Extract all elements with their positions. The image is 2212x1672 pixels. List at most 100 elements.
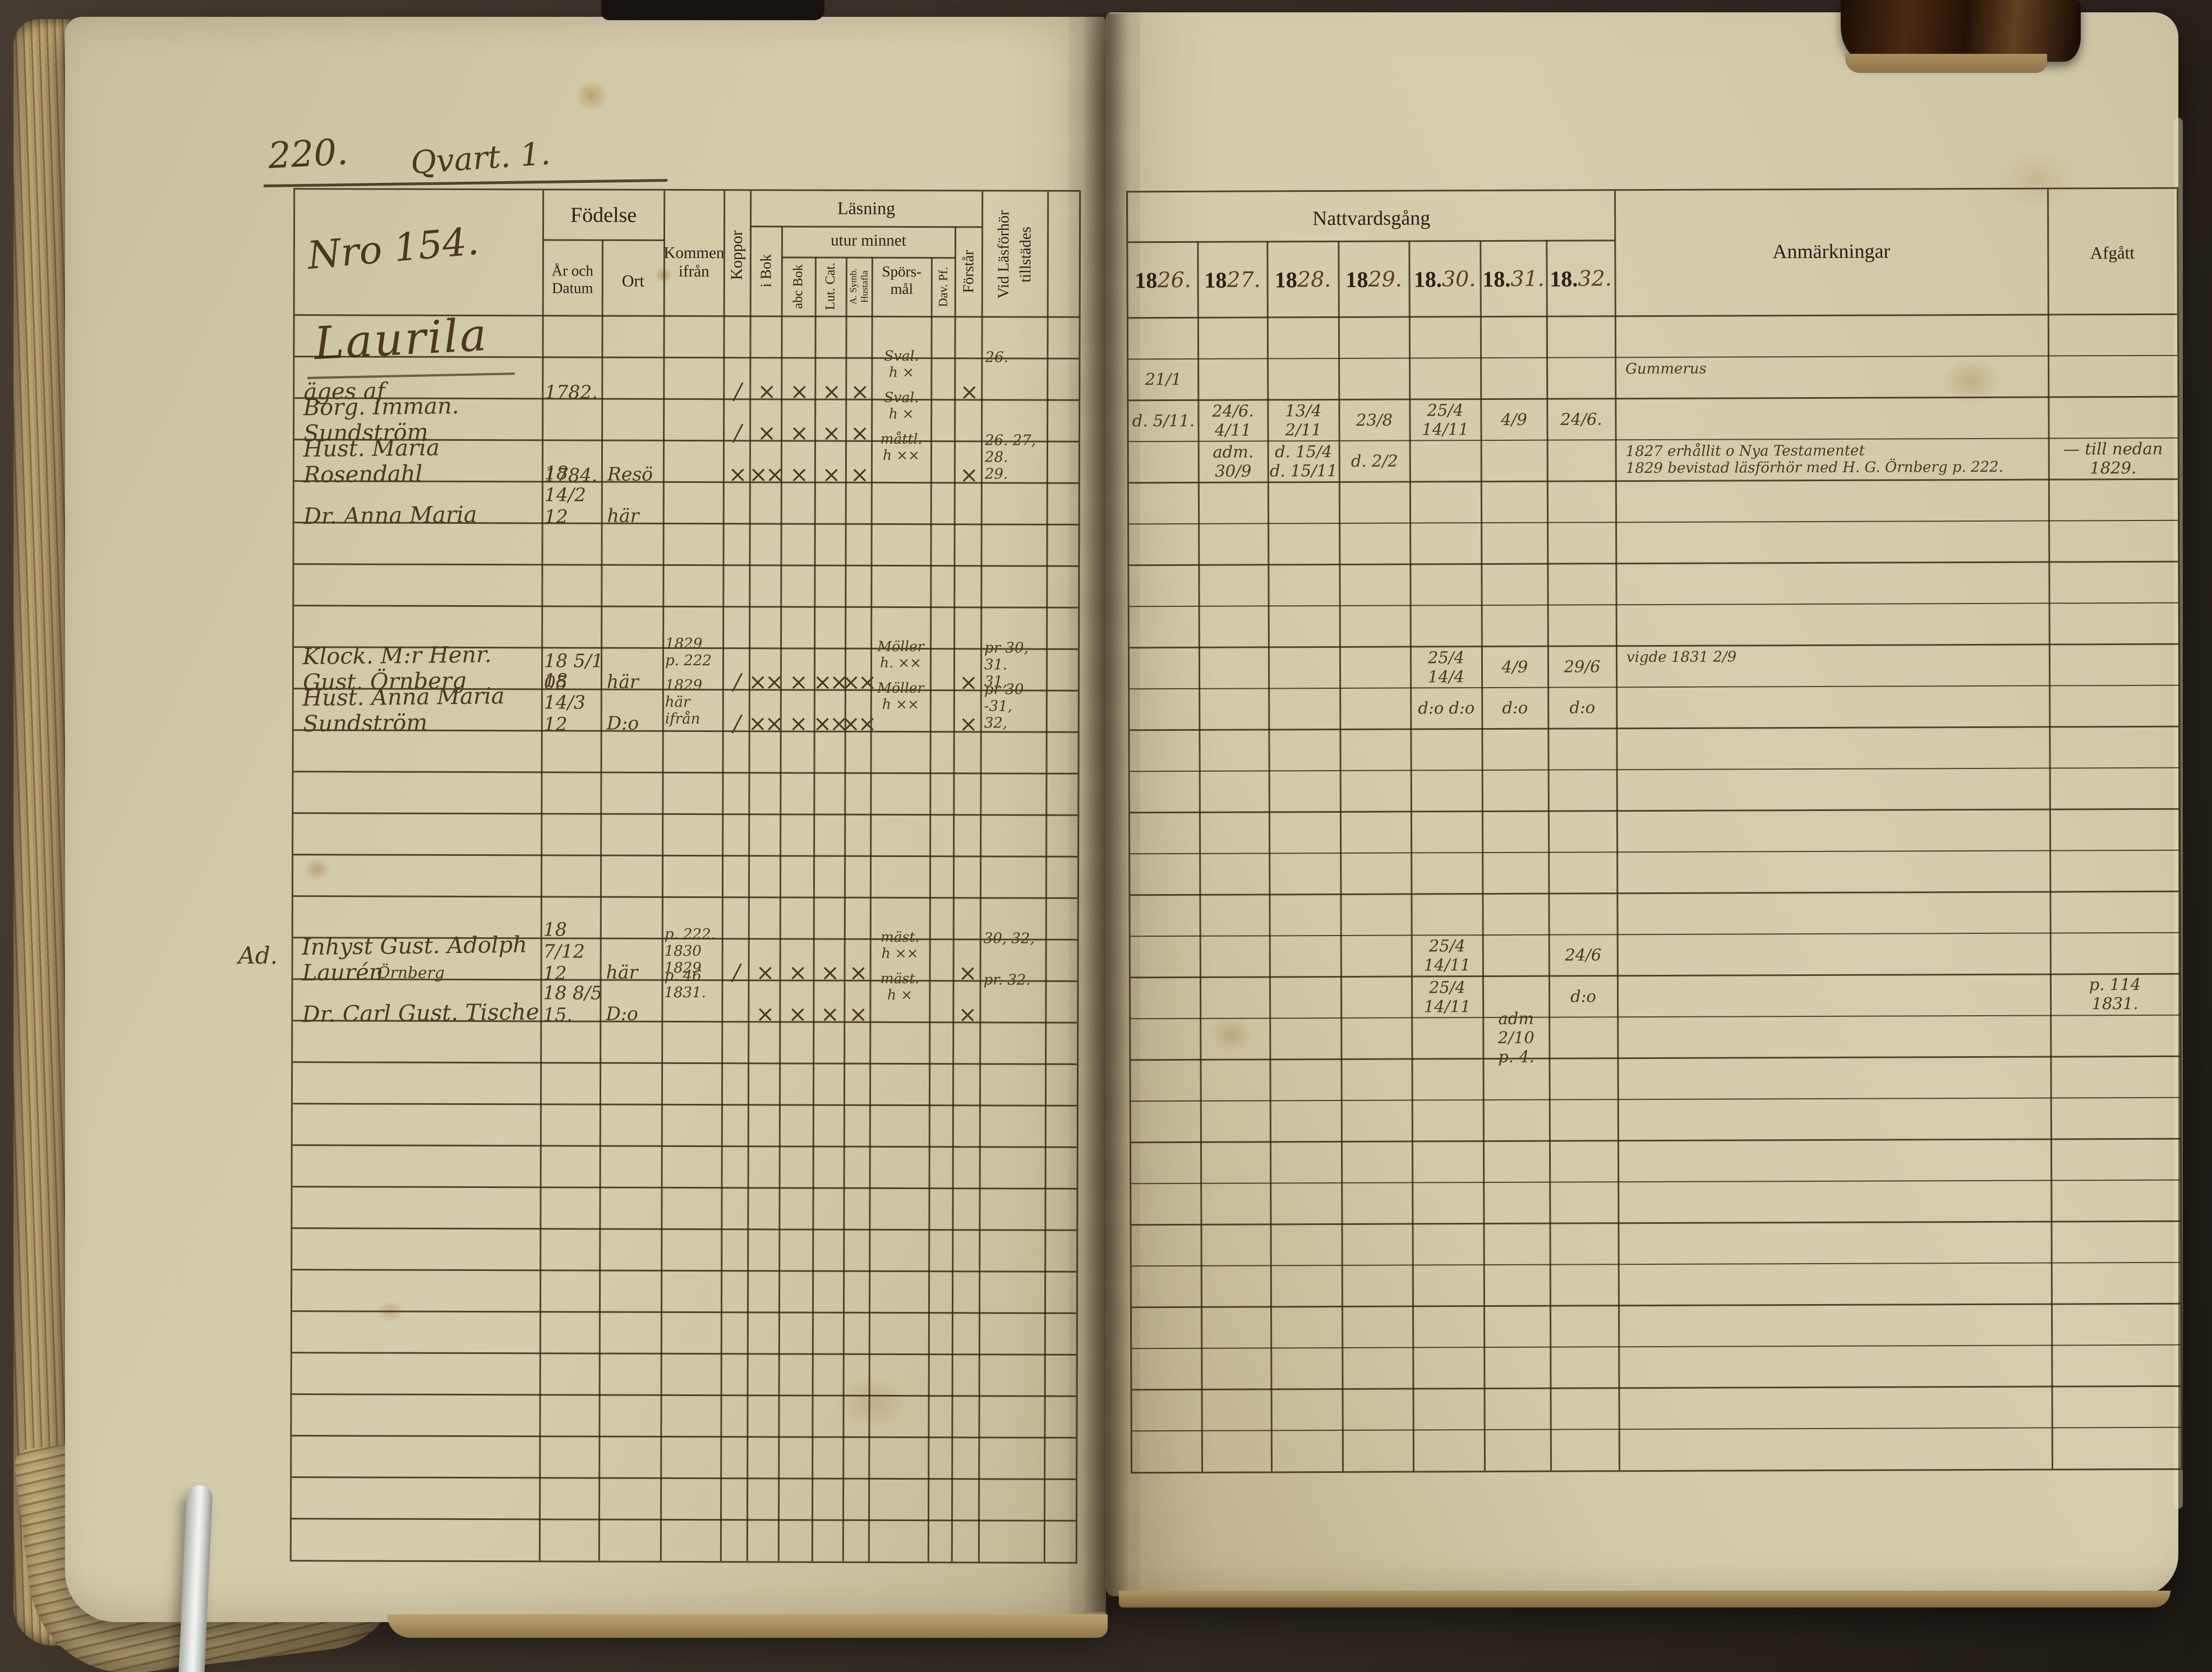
column-header-anmarkningar: Anmärkningar bbox=[1772, 239, 1891, 263]
right-page-bottom-edge bbox=[1119, 1591, 2170, 1607]
table-grid-line bbox=[598, 239, 603, 1561]
reading-check-mark: × bbox=[755, 960, 773, 986]
reading-check-mark: × bbox=[959, 670, 976, 696]
table-grid-line bbox=[1132, 1426, 2181, 1432]
communion-date-entry: 21/1 bbox=[1145, 370, 1182, 389]
communion-date-entry: 4/9 bbox=[1501, 409, 1527, 429]
table-grid-line bbox=[1130, 932, 2179, 937]
table-grid-line bbox=[292, 1227, 1077, 1231]
year-column-header: 18 27. bbox=[1204, 267, 1261, 293]
column-header-sporsmal: Spörs-mål bbox=[882, 262, 922, 298]
table-grid-line bbox=[294, 314, 1079, 318]
table-grid-line bbox=[293, 895, 1077, 899]
communion-date-entry: 25/4 14/11 bbox=[1423, 936, 1471, 975]
communion-date-entry: 25/4 14/4 bbox=[1427, 647, 1465, 687]
handwritten-entry: p. 46 1831. bbox=[664, 967, 706, 1002]
table-grid-line bbox=[1129, 602, 2178, 607]
table-grid-line bbox=[292, 1269, 1077, 1273]
table-grid-line bbox=[294, 563, 1079, 567]
column-header-ort: Ort bbox=[621, 271, 644, 291]
table-grid-line bbox=[292, 1144, 1077, 1148]
communion-date-entry: 24/6. 4/11 bbox=[1212, 401, 1254, 440]
table-grid-line bbox=[1130, 808, 2179, 813]
reading-check-mark: ×× bbox=[749, 462, 782, 488]
remark-entry: vigde 1831 2/9 bbox=[1626, 648, 1737, 666]
column-header-nattvardsgang: Nattvardsgång bbox=[1312, 206, 1431, 230]
table-grid-line bbox=[1131, 1097, 2180, 1102]
reading-check-mark: ×× bbox=[813, 711, 846, 737]
handwritten-entry: D:o bbox=[606, 1002, 638, 1025]
table-grid-line bbox=[1129, 519, 2178, 525]
reading-check-mark: × bbox=[850, 462, 867, 488]
table-grid-line bbox=[294, 605, 1079, 609]
table-grid-line bbox=[1043, 191, 1049, 1562]
column-header-vid-lasforhor-tillstades: Vid Läsförhör tillstädes bbox=[995, 210, 1035, 299]
reading-check-mark: × bbox=[958, 960, 975, 987]
handwritten-entry: 18 7/12 12 bbox=[543, 918, 585, 984]
column-header-i-bok: i Bok bbox=[757, 254, 775, 288]
table-grid-line bbox=[1130, 890, 2179, 896]
table-grid-line bbox=[292, 1476, 1076, 1480]
table-grid-line bbox=[1128, 239, 1615, 243]
reading-check-mark: × bbox=[849, 960, 866, 986]
right-page bbox=[1106, 12, 2178, 1596]
handwritten-entry: 26. bbox=[985, 349, 1008, 366]
book-gutter-shadow bbox=[1082, 13, 1130, 1612]
table-grid-line bbox=[1131, 1302, 2181, 1308]
communion-date-entry: 24/6. bbox=[1560, 409, 1602, 429]
reading-check-mark: ×× bbox=[748, 711, 782, 737]
communion-date-entry: d. 2/2 bbox=[1351, 451, 1398, 471]
table-grid-line bbox=[1131, 1055, 2180, 1061]
communion-date-entry: 29/6 bbox=[1564, 657, 1601, 676]
column-header-a-symb-hustafla: A. Symb. Hustafla bbox=[847, 268, 870, 305]
handwritten-entry: D:o bbox=[606, 712, 639, 734]
communion-date-entry: 4/9 bbox=[1501, 657, 1528, 676]
reading-check-mark: ∕ bbox=[732, 960, 738, 986]
column-header-afgatt: Afgått bbox=[2090, 243, 2135, 263]
right-page-edge-highlight bbox=[2174, 118, 2183, 1509]
reading-check-mark: ×× bbox=[748, 669, 782, 695]
table-grid-line bbox=[294, 356, 1079, 360]
reading-check-mark: × bbox=[728, 462, 745, 488]
left-table: Födelse År och Datum Ort Kommen ifrån Koppor Lä… bbox=[238, 188, 1081, 1564]
handwritten-entry: 30, 32, bbox=[983, 930, 1035, 947]
reading-check-mark: × bbox=[790, 462, 807, 488]
table-grid-line bbox=[292, 1186, 1077, 1190]
year-column-header: 18. 30. bbox=[1413, 266, 1476, 292]
reading-check-mark: × bbox=[850, 379, 868, 405]
handwritten-entry: 26. 27, 28. 29. bbox=[984, 432, 1036, 483]
table-grid-line bbox=[1130, 973, 2179, 978]
communion-date-entry: d:o d:o bbox=[1418, 698, 1475, 718]
column-header-fodelse: Födelse bbox=[570, 203, 637, 227]
right-table: Nattvardsgång 18 26. 18 27. 18 28. 18 29. 18. 30. 1… bbox=[1126, 187, 2183, 1474]
table-grid-line bbox=[781, 256, 955, 259]
table-grid-line bbox=[1129, 560, 2178, 566]
reading-check-mark: ∕ bbox=[733, 669, 739, 695]
handwritten-entry: 1782. bbox=[545, 381, 598, 403]
column-header-abc-bok: abc Bok bbox=[791, 264, 806, 309]
reading-check-mark: × bbox=[849, 1001, 866, 1028]
table-grid-line bbox=[292, 1393, 1076, 1397]
year-column-header: 18. 31. bbox=[1482, 266, 1545, 292]
table-grid-line bbox=[1131, 1261, 2181, 1267]
year-column-header: 18 26. bbox=[1135, 267, 1191, 293]
reading-check-mark: ×× bbox=[813, 669, 846, 695]
handwritten-entry: 18 14/3 12 bbox=[543, 669, 586, 735]
margin-note: Ad. bbox=[238, 941, 278, 970]
communion-date-entry: d:o bbox=[1502, 698, 1528, 718]
reading-check-mark: × bbox=[790, 379, 807, 405]
departed-entry: — till nedan 1829. bbox=[2063, 439, 2163, 477]
reading-check-mark: × bbox=[822, 462, 839, 488]
table-grid-line bbox=[542, 239, 664, 241]
binding-leather-top bbox=[601, 0, 824, 20]
handwritten-entry: 1829 här ifrån bbox=[665, 676, 703, 728]
remark-entry: 1827 erhållit o Nya Testamentet 1829 bevi… bbox=[1625, 442, 2003, 477]
handwritten-entry: här bbox=[606, 670, 639, 693]
handwritten-entry: Dr. Carl Gust. Tische bbox=[302, 999, 540, 1028]
handwritten-entry: Möller h. ×× bbox=[877, 638, 924, 671]
table-grid-line bbox=[951, 227, 956, 1562]
reading-check-mark: × bbox=[790, 420, 807, 446]
reading-check-mark: ∕ bbox=[733, 711, 739, 737]
reading-check-mark: ×× bbox=[841, 711, 875, 737]
